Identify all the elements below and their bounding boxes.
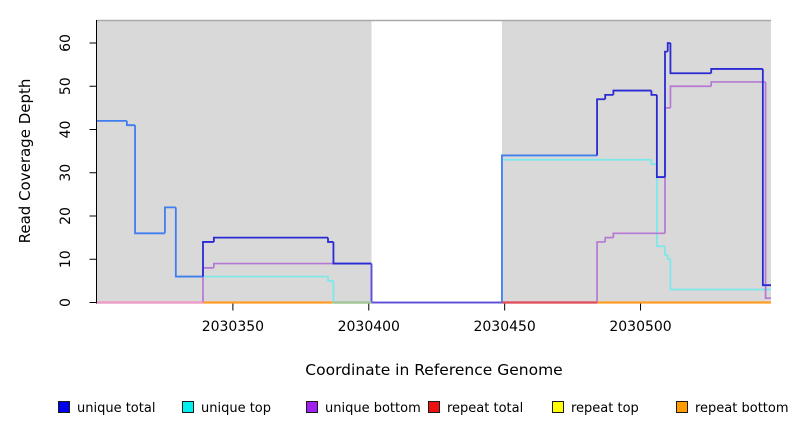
legend-label: repeat total bbox=[447, 401, 524, 416]
repeat-top-swatch bbox=[552, 401, 564, 413]
y-axis-title: Read Coverage Depth bbox=[16, 79, 34, 244]
legend-label: repeat top bbox=[571, 401, 639, 416]
legend-label: unique total bbox=[77, 401, 156, 416]
x-tick-label: 2030350 bbox=[202, 319, 264, 335]
series-unique-total bbox=[327, 237, 334, 243]
unique-total-swatch bbox=[58, 401, 70, 413]
series-unique-total bbox=[174, 207, 203, 278]
series-unique-total bbox=[501, 154, 598, 303]
legend-item-repeat-top: repeat top bbox=[552, 401, 639, 415]
legend-item-unique-total: unique total bbox=[58, 401, 155, 415]
legend-label: repeat bottom bbox=[695, 401, 789, 416]
repeat-bottom-swatch bbox=[676, 401, 688, 413]
series-unique-total bbox=[125, 120, 136, 127]
series-unique-top bbox=[664, 246, 668, 256]
series-unique-bottom bbox=[596, 241, 606, 303]
y-tick-label: 40 bbox=[58, 121, 74, 139]
unique-top-swatch bbox=[182, 401, 194, 413]
x-tick-label: 2030500 bbox=[609, 319, 671, 335]
y-tick-label: 0 bbox=[58, 298, 74, 307]
chart-legend: unique total unique top unique bottom re… bbox=[0, 401, 792, 417]
legend-item-repeat-bottom: repeat bottom bbox=[676, 401, 789, 415]
series-unique-total bbox=[666, 42, 671, 52]
series-unique-total bbox=[370, 263, 502, 304]
x-tick-label: 2030400 bbox=[338, 319, 400, 335]
series-unique-total bbox=[212, 236, 329, 242]
series-unique-total bbox=[134, 125, 165, 235]
y-tick-label: 10 bbox=[58, 250, 74, 268]
series-unique-total bbox=[612, 89, 652, 95]
series-unique-top bbox=[666, 254, 671, 261]
series-unique-total bbox=[604, 94, 614, 100]
repeat-total-swatch bbox=[428, 401, 440, 413]
y-tick-label: 60 bbox=[58, 34, 74, 52]
series-unique-total bbox=[664, 50, 668, 178]
series-unique-total bbox=[655, 94, 666, 178]
series-unique-bottom bbox=[370, 263, 502, 304]
series-unique-top bbox=[669, 259, 771, 291]
plot-background-region bbox=[501, 20, 771, 303]
series-unique-total bbox=[650, 90, 657, 96]
y-tick-label: 20 bbox=[58, 207, 74, 225]
series-unique-top bbox=[650, 159, 657, 165]
series-unique-bottom bbox=[669, 85, 712, 108]
series-unique-bottom bbox=[604, 236, 614, 242]
y-tick-label: 50 bbox=[58, 77, 74, 95]
series-unique-total bbox=[761, 68, 771, 287]
x-tick-label: 2030450 bbox=[473, 319, 535, 335]
series-unique-total bbox=[710, 68, 763, 74]
series-unique-total bbox=[202, 241, 214, 277]
series-unique-total bbox=[332, 241, 372, 265]
series-unique-bottom bbox=[764, 81, 771, 300]
series-unique-total bbox=[596, 98, 606, 156]
series-unique-top bbox=[656, 164, 666, 248]
legend-label: unique bottom bbox=[325, 401, 421, 416]
series-unique-top bbox=[327, 276, 334, 282]
series-unique-bottom bbox=[710, 81, 766, 87]
series-unique-total bbox=[669, 43, 712, 75]
legend-item-unique-bottom: unique bottom bbox=[306, 401, 421, 415]
plot-background-region bbox=[97, 20, 372, 303]
legend-item-unique-top: unique top bbox=[182, 401, 271, 415]
legend-label: unique top bbox=[201, 401, 272, 416]
series-unique-bottom bbox=[612, 232, 666, 238]
unique-bottom-swatch bbox=[306, 401, 318, 413]
series-unique-bottom bbox=[213, 262, 372, 268]
y-tick-label: 30 bbox=[58, 164, 74, 182]
x-axis-title: Coordinate in Reference Genome bbox=[305, 361, 562, 379]
series-unique-total bbox=[164, 206, 176, 234]
legend-item-repeat-total: repeat total bbox=[428, 401, 523, 415]
